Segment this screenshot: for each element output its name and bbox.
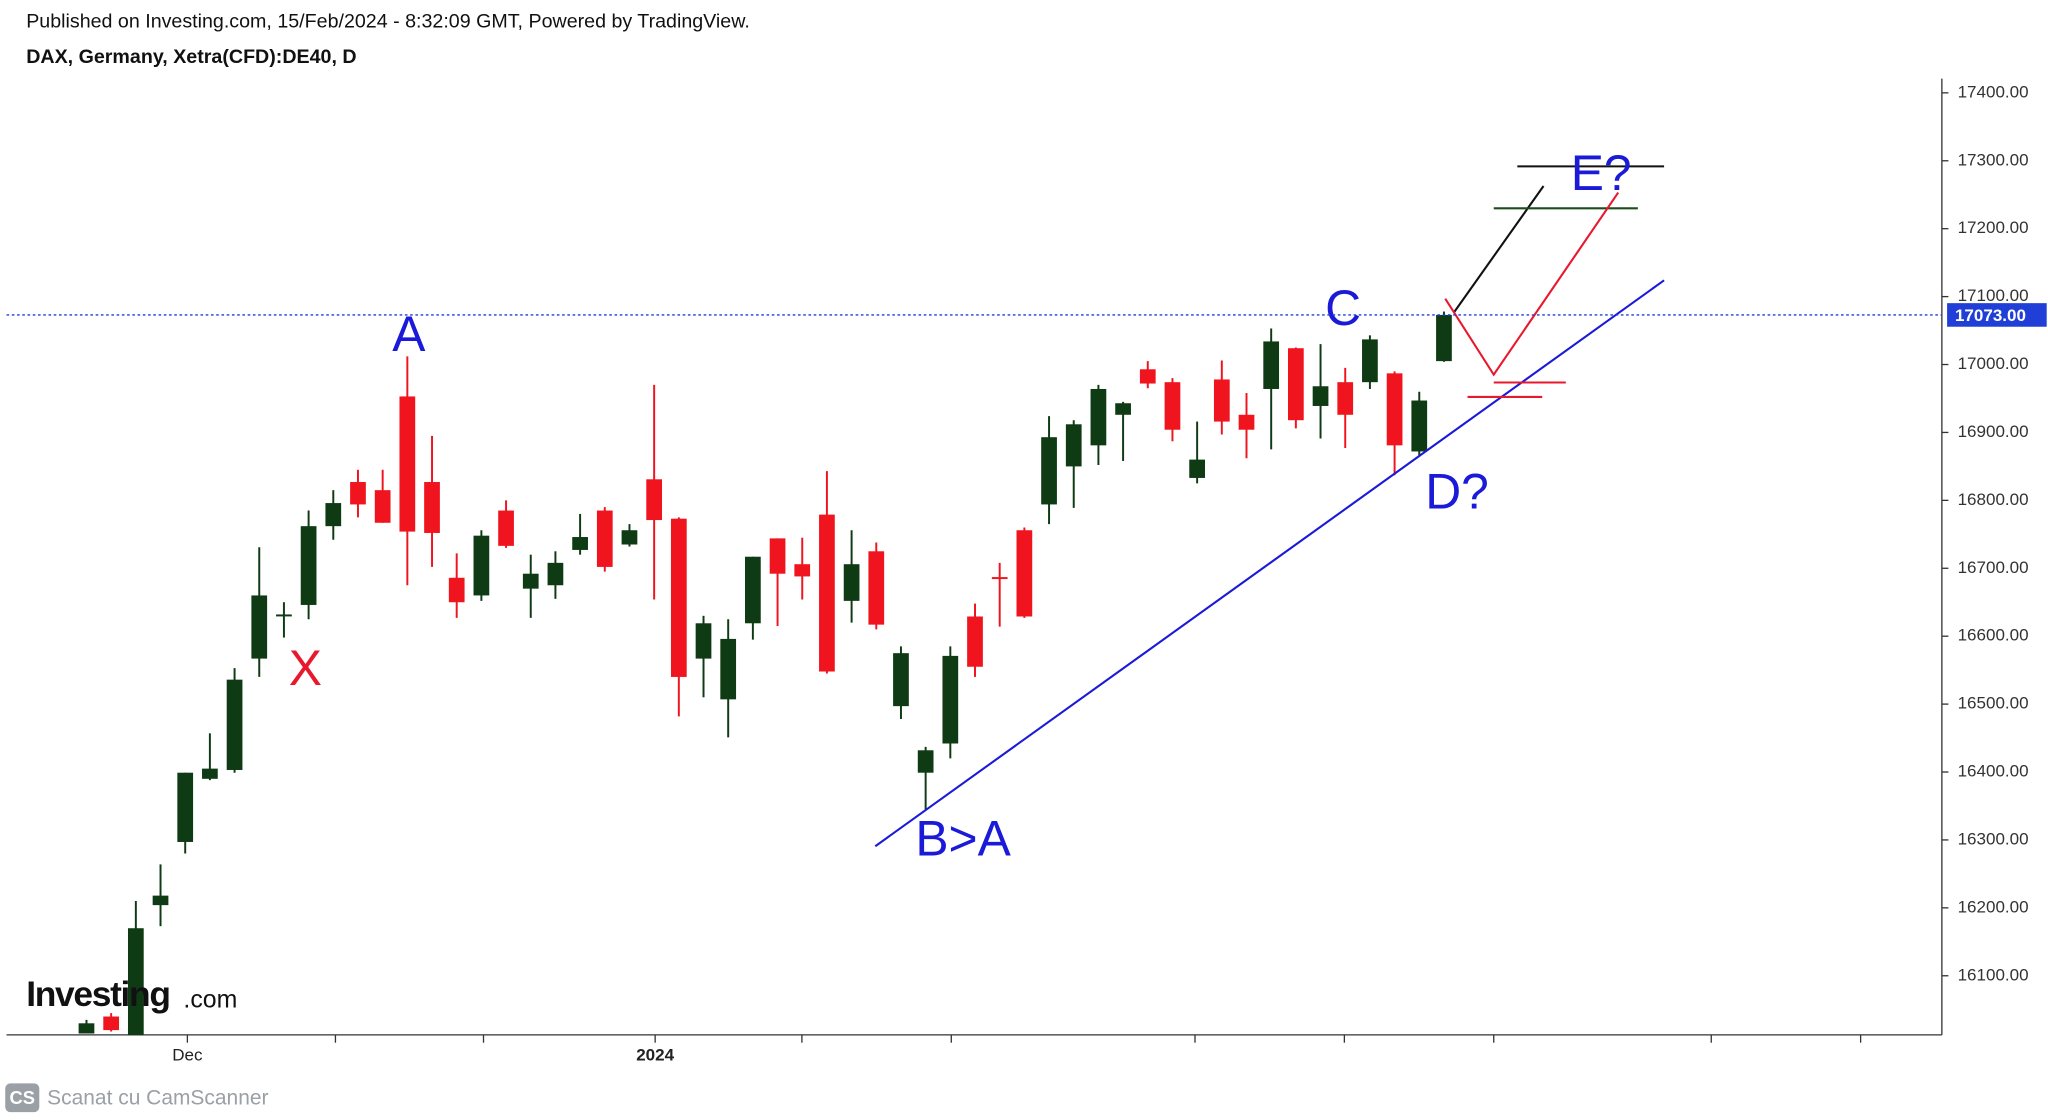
candles	[78, 311, 1452, 1035]
candle-body	[202, 768, 218, 779]
candle-body	[350, 482, 366, 505]
footer-badge: CS	[10, 1087, 35, 1108]
candle-body	[522, 573, 539, 589]
drawings	[874, 165, 1665, 848]
candle-body	[1164, 382, 1181, 430]
y-tick-label: 17200.00	[1958, 218, 2029, 237]
candle-body	[596, 510, 613, 567]
candle-body	[127, 928, 144, 1035]
candle-body	[646, 479, 663, 521]
candle-body	[448, 577, 465, 603]
y-tick-label: 16200.00	[1958, 897, 2029, 916]
watermark-brand: Investing	[26, 975, 169, 1014]
candle-body	[473, 535, 490, 596]
candle-body	[1139, 369, 1156, 384]
x-ticks	[186, 1034, 1862, 1043]
candle-body	[103, 1016, 120, 1031]
candle-body	[1386, 373, 1403, 446]
annotations: A X B>A C D? E?	[289, 145, 1632, 866]
candle-body	[745, 556, 761, 624]
candle-body	[78, 1023, 95, 1034]
y-tick-label: 16600.00	[1958, 626, 2029, 645]
candle-body	[1189, 459, 1206, 478]
candle-body	[547, 562, 564, 586]
candle-body	[300, 526, 317, 605]
candle-body	[794, 564, 811, 577]
candle-body	[1238, 414, 1255, 430]
candle-body	[769, 538, 786, 574]
annotation: D?	[1425, 463, 1489, 519]
annotation: X	[289, 640, 322, 696]
header-symbol: DAX, Germany, Xetra(CFD):DE40, D	[26, 46, 356, 68]
candle-body	[819, 514, 835, 672]
candle-body	[1337, 382, 1354, 415]
candle-body	[572, 537, 588, 550]
y-tick-label: 16900.00	[1958, 422, 2029, 441]
candle-body	[152, 895, 169, 906]
y-tick-label: 16300.00	[1958, 829, 2029, 848]
candle-body	[1263, 341, 1280, 389]
candle-body	[893, 653, 909, 707]
y-tick-label: 17000.00	[1958, 354, 2029, 373]
x-tick-label: 2024	[636, 1045, 674, 1064]
header-published: Published on Investing.com, 15/Feb/2024 …	[26, 10, 750, 32]
candle-body	[177, 772, 194, 842]
y-tick-label: 16400.00	[1958, 762, 2029, 781]
candle-body	[868, 551, 885, 625]
x-tick-label: Dec	[172, 1045, 203, 1064]
candle-body	[720, 638, 737, 700]
candle-body	[1362, 339, 1378, 383]
candle-body	[399, 396, 416, 532]
annotation: E?	[1571, 145, 1632, 201]
candle-body	[1016, 530, 1033, 617]
annotation: B>A	[915, 810, 1011, 866]
candle-body	[942, 655, 959, 744]
footer-text: Scanat cu CamScanner	[47, 1087, 268, 1110]
footer-badge-bg	[5, 1083, 40, 1113]
candle-body	[1065, 424, 1082, 467]
candle-body	[251, 595, 268, 659]
candle-body	[967, 616, 983, 667]
y-tick-label: 16500.00	[1958, 694, 2029, 713]
last-price-box	[1947, 303, 2047, 327]
y-tick-label: 17300.00	[1958, 150, 2029, 169]
candle-body	[991, 577, 1008, 580]
watermark-suffix: .com	[183, 985, 237, 1013]
annotation: C	[1325, 280, 1361, 336]
annotation: A	[392, 306, 426, 362]
candle-body	[498, 510, 514, 546]
y-tick-label: 17400.00	[1958, 82, 2029, 101]
candle-body	[374, 490, 391, 523]
candle-body	[424, 482, 440, 533]
y-tick-label: 16100.00	[1958, 965, 2029, 984]
y-tick-label: 16700.00	[1958, 558, 2029, 577]
candle-body	[1288, 348, 1304, 421]
y-tick-label: 16800.00	[1958, 490, 2029, 509]
candle-body	[621, 530, 638, 545]
candle-body	[1213, 379, 1230, 422]
candle-body	[1411, 400, 1428, 452]
candle-body	[276, 614, 292, 617]
candle-body	[843, 564, 860, 601]
candle-body	[670, 518, 687, 677]
candle-body	[226, 679, 243, 770]
last-price-label: 17073.00	[1955, 306, 2026, 325]
candle-body	[325, 503, 342, 527]
candle-body	[1436, 314, 1452, 362]
candle-body	[1312, 386, 1329, 406]
y-tick-label: 17100.00	[1958, 286, 2029, 305]
candle-body	[1115, 403, 1131, 415]
candle-body	[1041, 437, 1057, 505]
candle-body	[1090, 388, 1107, 446]
candle-body	[695, 623, 712, 659]
candle-body	[917, 750, 934, 773]
